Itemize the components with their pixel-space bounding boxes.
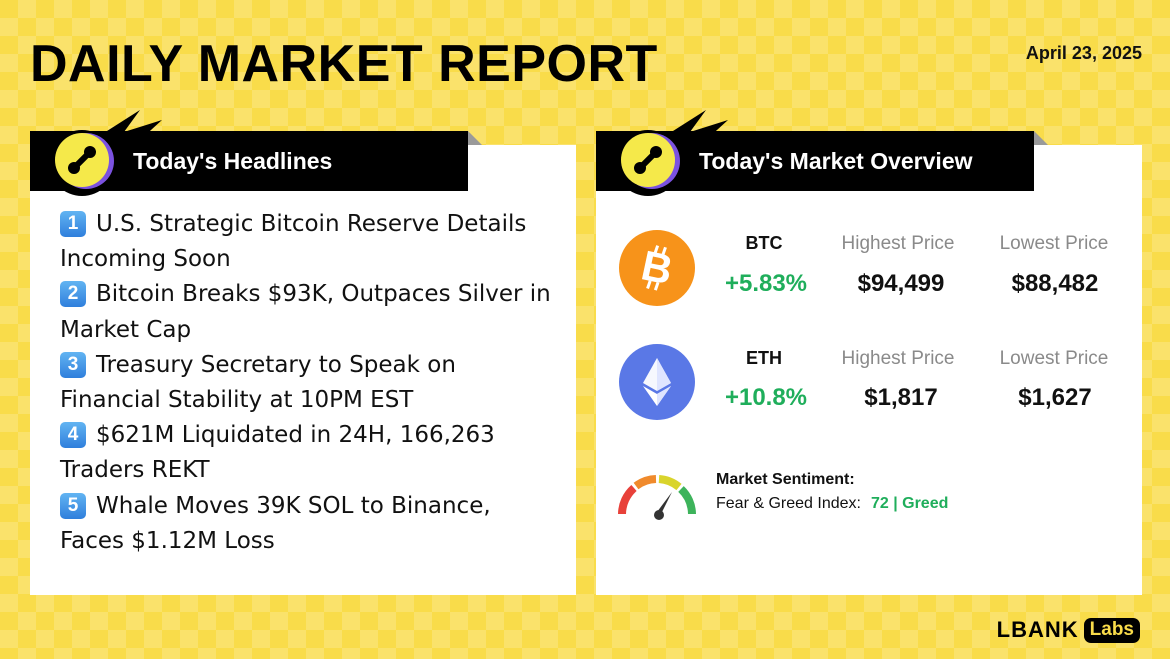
number-3-badge: 3: [60, 351, 86, 378]
eth-low-value: $1,627: [1018, 384, 1092, 411]
ethereum-icon: [619, 344, 695, 420]
number-2-badge: 2: [60, 281, 86, 308]
eth-change: +10.8%: [724, 384, 808, 411]
btc-low-label: Lowest Price: [999, 233, 1109, 254]
brand-sub: Labs: [1083, 617, 1140, 643]
btc-high-value: $94,499: [857, 270, 945, 297]
headlines-list: 1 U.S. Strategic Bitcoin Reserve Details …: [60, 207, 560, 559]
eth-low-label: Lowest Price: [999, 348, 1109, 369]
lbank-logo-icon: [44, 108, 164, 203]
tab-fold: [468, 131, 482, 145]
fear-greed-label: Fear & Greed Index:: [716, 495, 861, 512]
headline-item: 2 Bitcoin Breaks $93K, Outpaces Silver in…: [60, 277, 560, 347]
headline-text: U.S. Strategic Bitcoin Reserve Details I…: [60, 211, 527, 273]
btc-low-value: $88,482: [1011, 270, 1099, 297]
number-5-badge: 5: [60, 492, 86, 519]
fear-greed-line: Fear & Greed Index: 72 | Greed: [716, 495, 948, 513]
headline-item: 3 Treasury Secretary to Speak on Financia…: [60, 348, 560, 418]
headlines-panel: [30, 145, 576, 595]
headline-item: 1 U.S. Strategic Bitcoin Reserve Details …: [60, 207, 560, 277]
headlines-title: Today's Headlines: [133, 147, 333, 174]
headline-item: 5 Whale Moves 39K SOL to Binance, Faces $…: [60, 489, 560, 559]
headline-text: Treasury Secretary to Speak on Financial…: [60, 351, 456, 414]
tab-fold: [1034, 131, 1048, 145]
brand-logo: LBANK Labs: [997, 617, 1140, 643]
eth-high-value: $1,817: [864, 384, 938, 411]
report-title: DAILY MARKET REPORT: [30, 35, 658, 93]
number-1-badge: 1: [60, 211, 86, 237]
market-overview-title: Today's Market Overview: [699, 147, 973, 174]
brand-name: LBANK: [996, 617, 1079, 642]
report-date: April 23, 2025: [1025, 43, 1142, 63]
headline-item: 4 $621M Liquidated in 24H, 166,263 Trader…: [60, 418, 560, 488]
headline-text: Whale Moves 39K SOL to Binance, Faces $1…: [60, 492, 491, 554]
fear-greed-value: 72 | Greed: [870, 495, 949, 512]
btc-high-label: Highest Price: [841, 233, 955, 254]
gauge-icon: [616, 470, 698, 520]
lbank-logo-icon: [610, 108, 730, 203]
eth-symbol: ETH: [746, 348, 782, 368]
btc-change: +5.83%: [724, 270, 808, 297]
bitcoin-icon: B: [619, 230, 695, 306]
number-4-badge: 4: [60, 422, 86, 449]
headline-text: Bitcoin Breaks $93K, Outpaces Silver in …: [60, 281, 551, 343]
sentiment-title: Market Sentiment:: [716, 471, 855, 488]
headline-text: $621M Liquidated in 24H, 166,263 Traders…: [60, 422, 495, 484]
eth-high-label: Highest Price: [841, 348, 955, 369]
btc-symbol: BTC: [745, 233, 783, 253]
